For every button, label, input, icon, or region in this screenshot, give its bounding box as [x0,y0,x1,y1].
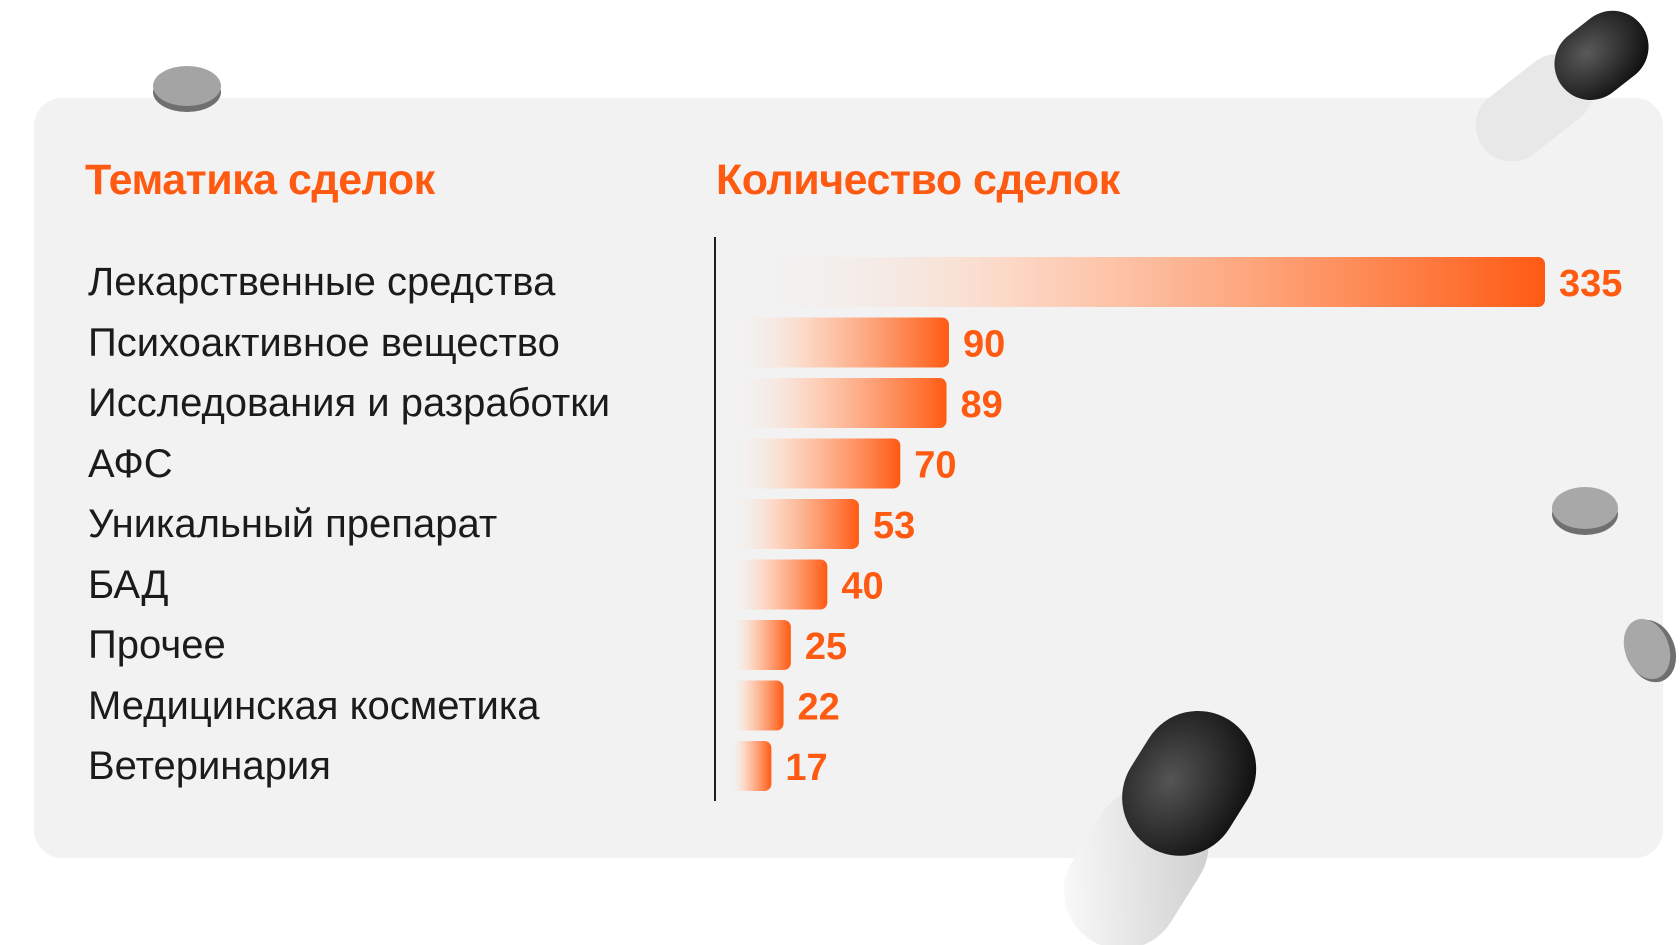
bar-value-label: 70 [914,445,956,487]
bar-value-label: 53 [873,505,915,547]
category-label: Исследования и разработки [88,381,611,425]
capsule-icon [1063,710,1257,945]
grey-tablet-icon [153,66,221,112]
bar [730,438,901,489]
category-label: Уникальный препарат [88,502,498,546]
bar [730,741,772,791]
capsule-icon [1475,10,1649,162]
grey-tablet-icon [1552,487,1618,535]
bar-value-label: 90 [963,324,1005,366]
category-label: Медицинская косметика [88,683,540,728]
category-label: БАД [88,562,169,607]
bar [730,499,859,549]
bar [730,378,947,428]
bar [730,620,791,670]
bar-value-label: 89 [961,384,1003,426]
category-label: Ветеринария [88,744,331,788]
category-label: Психоактивное вещество [88,320,560,365]
grey-tablet-icon [1623,618,1677,683]
bar [730,680,784,731]
chart-axis-line [714,237,716,801]
category-column-title: Тематика сделок [85,156,435,204]
value-column-title: Количество сделок [716,156,1120,204]
bar-value-label: 335 [1559,263,1622,305]
bar [730,257,1545,307]
bar-value-label: 17 [785,747,827,789]
bar-value-label: 25 [805,626,847,668]
category-label: Лекарственные средства [88,260,556,304]
bar [730,317,949,368]
bar-value-label: 22 [798,687,840,729]
category-label: АФС [88,441,173,486]
bar-value-label: 40 [841,566,883,608]
category-label: Прочее [88,623,226,667]
bar [730,559,828,610]
